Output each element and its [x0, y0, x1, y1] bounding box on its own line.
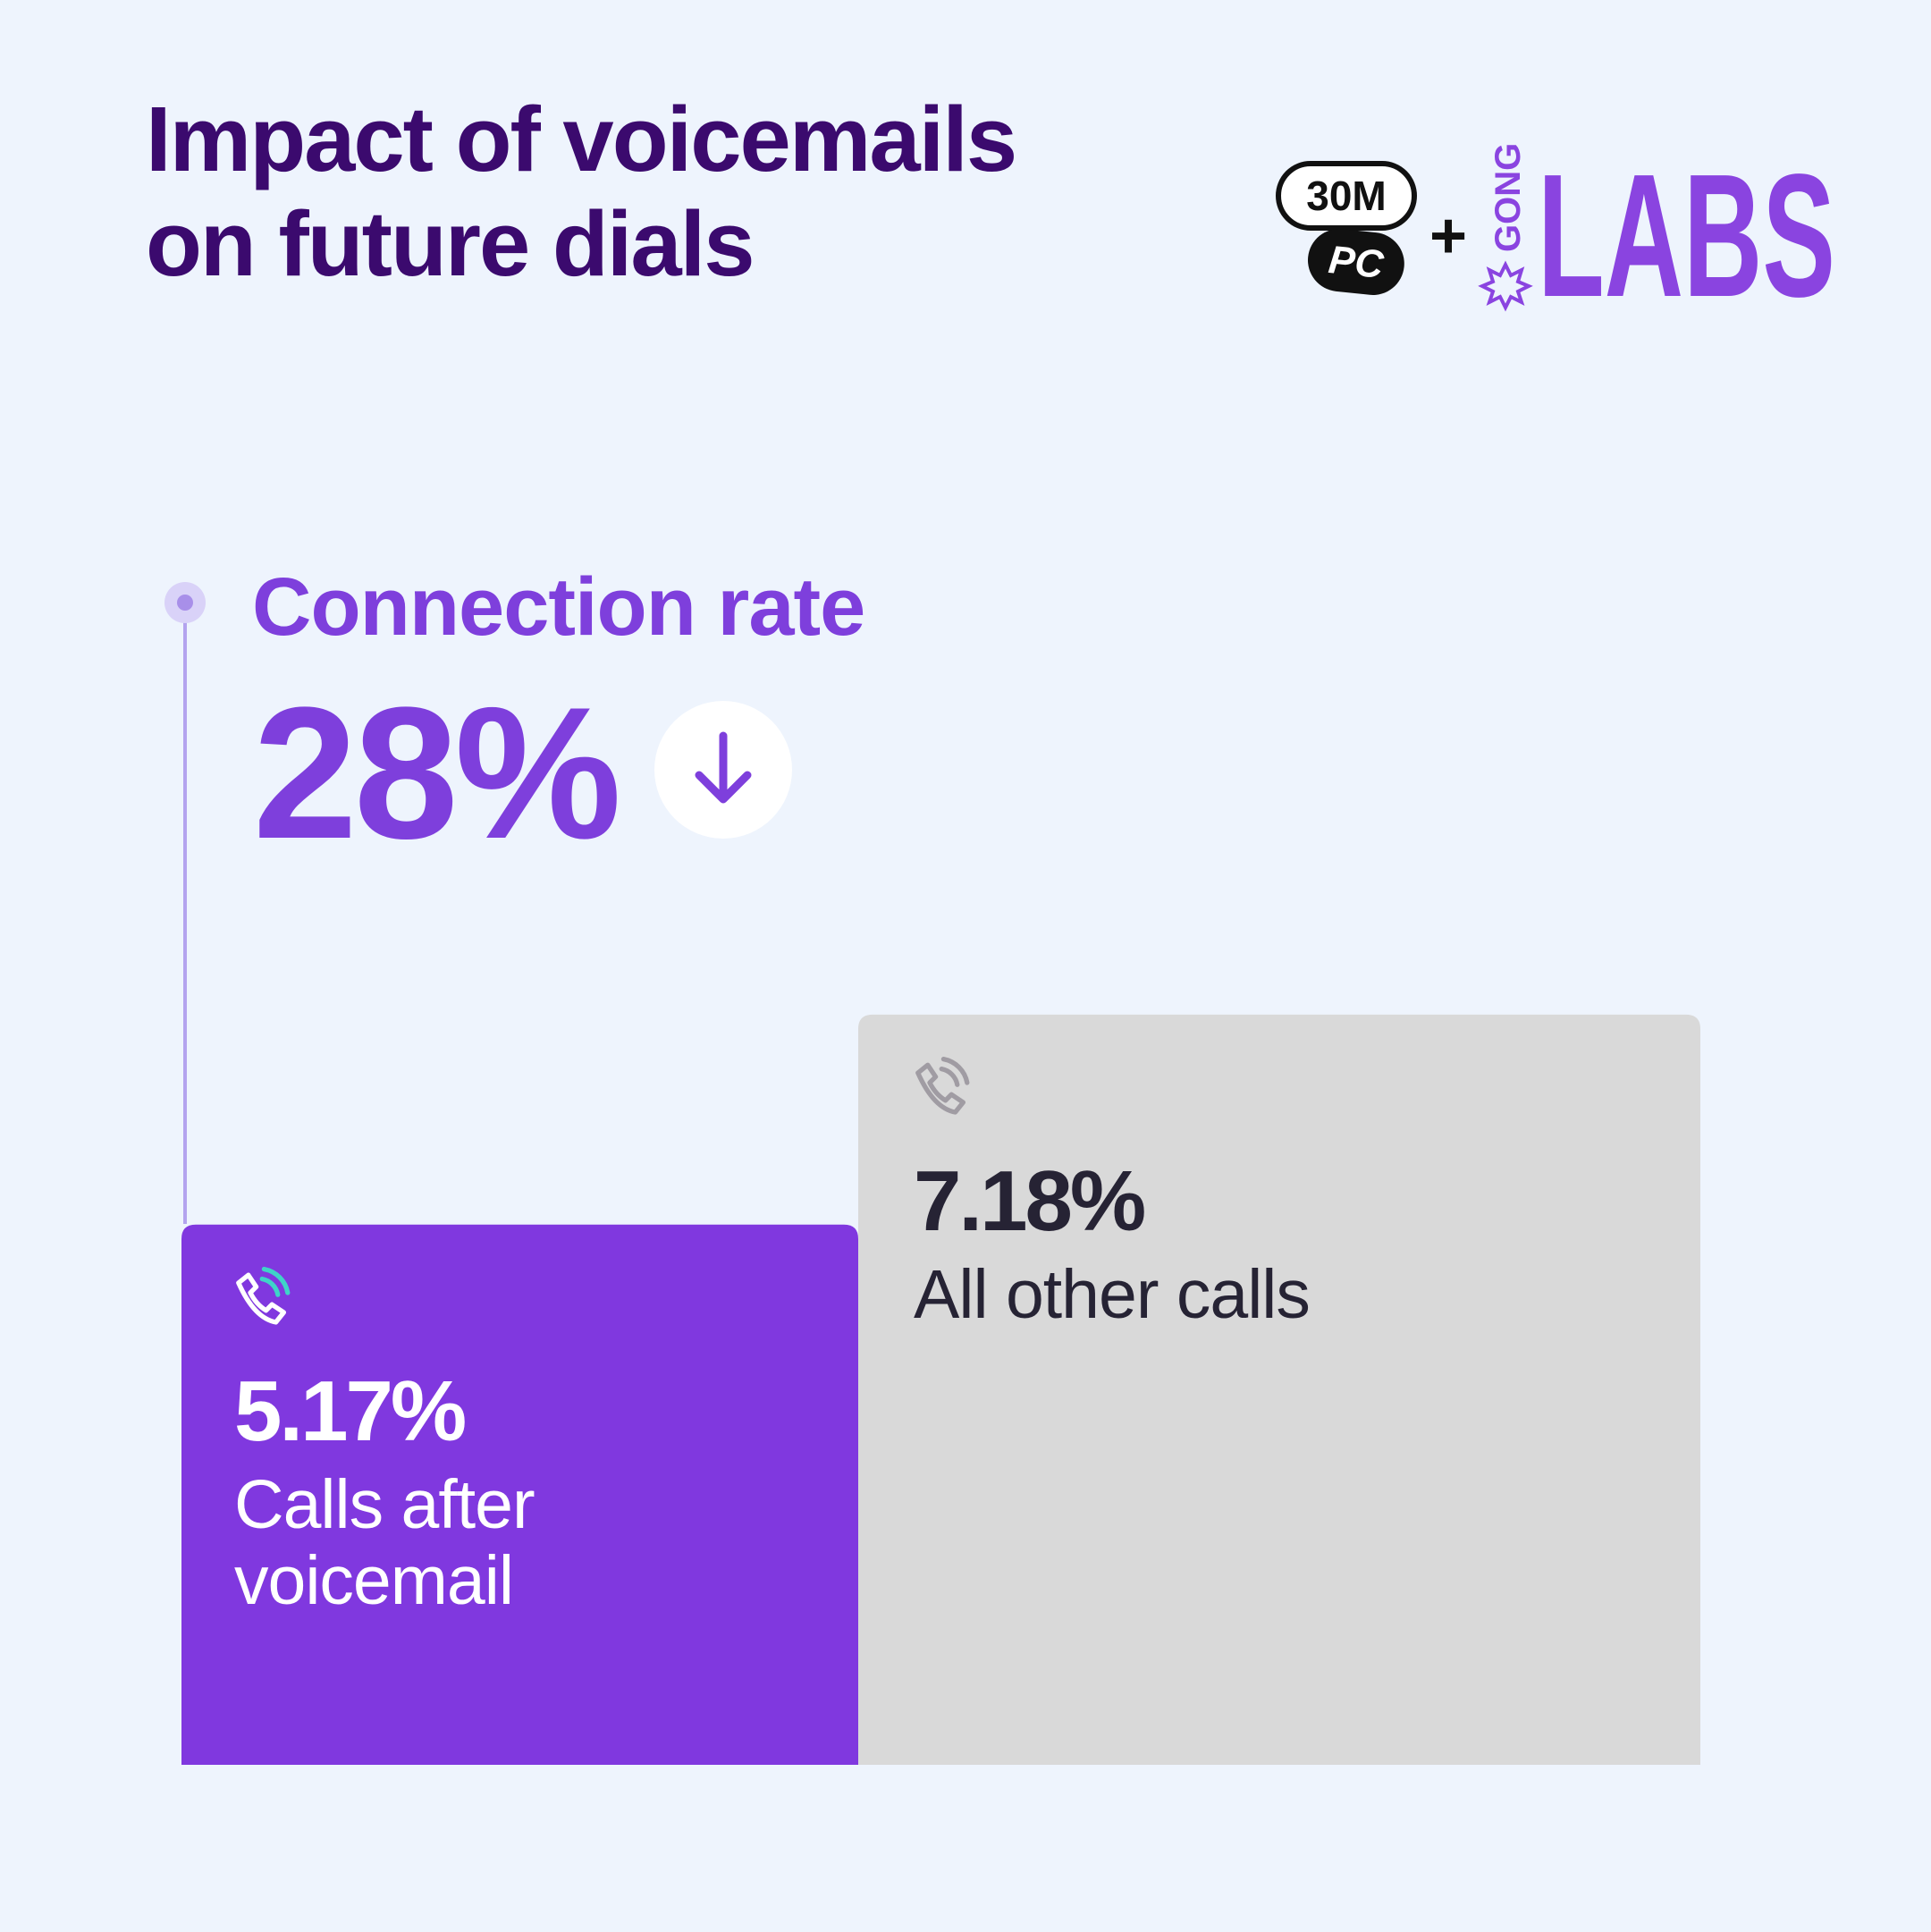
logo-name: LABS [1538, 138, 1835, 333]
badge-top: 30M [1306, 173, 1386, 219]
category-label: All other calls [914, 1256, 1311, 1333]
phone-wave [259, 1276, 281, 1297]
annotation-value: 28% [253, 668, 618, 878]
annotation-label: Connection rate [252, 561, 864, 653]
logo-plus: + [1429, 200, 1467, 272]
phone-wave [261, 1266, 291, 1295]
category-label: Calls after voicemail [234, 1466, 535, 1619]
timeline-dot [177, 595, 193, 611]
chart-title: Impact of voicemails on future dials [146, 88, 1017, 295]
phone-wave [939, 1066, 960, 1087]
badge-bottom: PC [1327, 238, 1387, 287]
phone-handset [236, 1272, 287, 1325]
trend-arrow [695, 731, 752, 804]
phone-icon [915, 1056, 970, 1115]
phone-handset [915, 1062, 966, 1115]
bar [181, 1224, 858, 1765]
value-label: 5.17% [234, 1363, 465, 1459]
phone-icon [236, 1266, 291, 1325]
badge-pill [1307, 229, 1404, 295]
logo-star [1478, 260, 1533, 312]
category-box: Calls after voicemail [234, 1466, 535, 1619]
category-box: All other calls [914, 1256, 1311, 1333]
logo: 30M PC + GONG LABS [1276, 138, 1835, 333]
phone-wave [940, 1056, 970, 1085]
badge-pill [1276, 161, 1417, 231]
logo-brand: GONG [1488, 143, 1528, 252]
bar [858, 1014, 1700, 1765]
value-label: 7.18% [914, 1153, 1144, 1249]
title-box: Impact of voicemails on future dials [146, 88, 1017, 295]
